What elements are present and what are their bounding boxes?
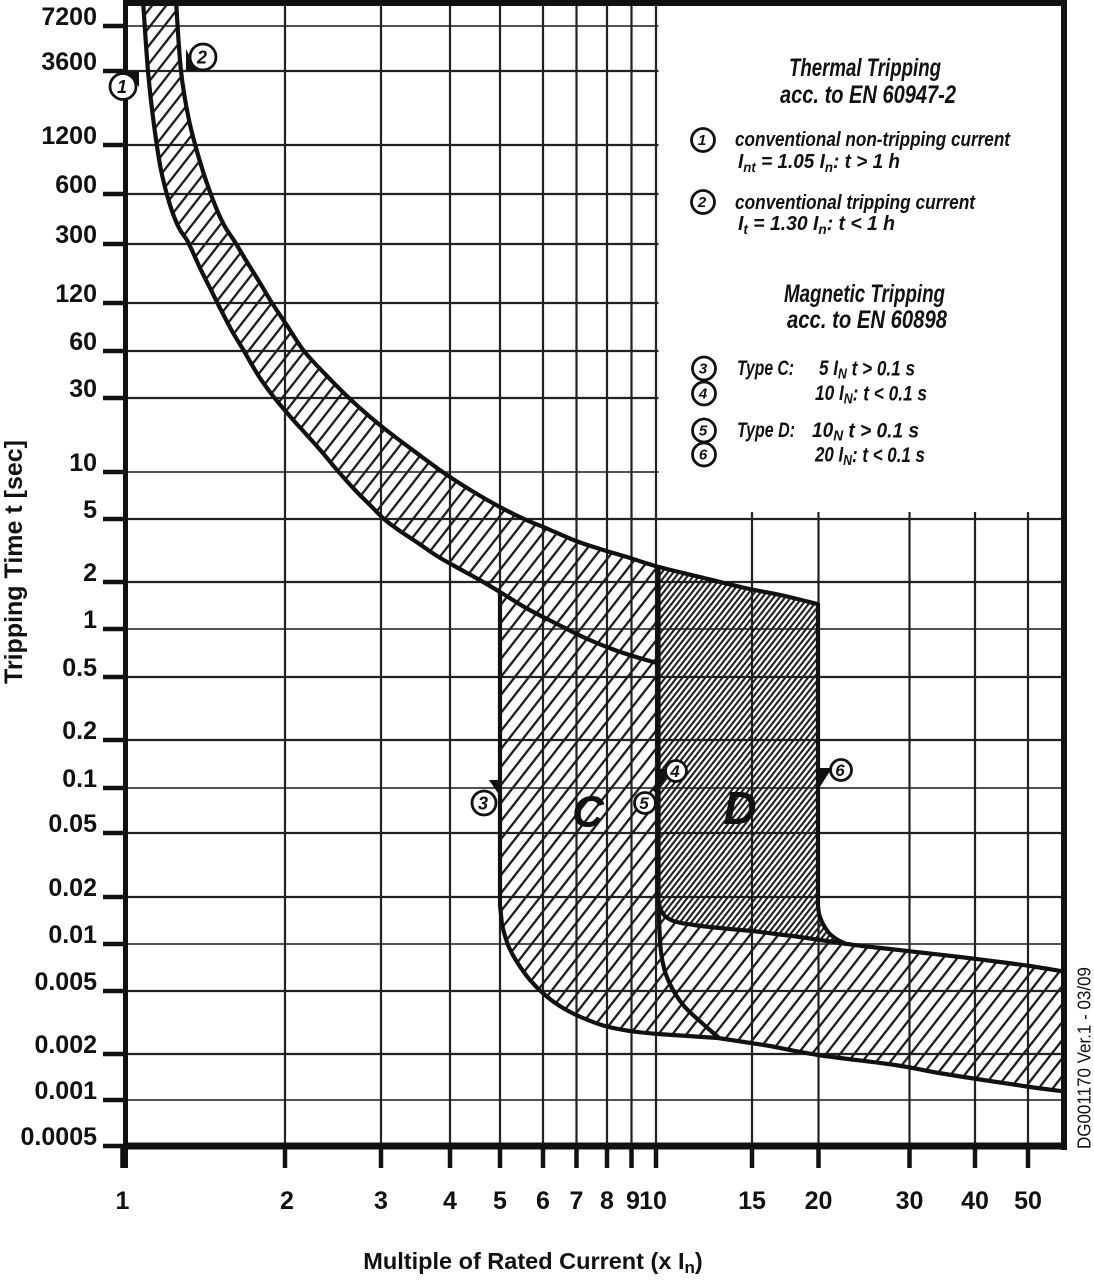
svg-text:0.01: 0.01: [48, 921, 97, 949]
svg-text:3: 3: [699, 361, 708, 378]
svg-text:4: 4: [669, 762, 680, 781]
svg-text:1200: 1200: [41, 122, 97, 150]
svg-text:acc. to EN 60947-2: acc. to EN 60947-2: [780, 81, 956, 109]
svg-text:600: 600: [55, 171, 97, 199]
svg-text:2: 2: [196, 48, 207, 68]
svg-text:Magnetic Tripping: Magnetic Tripping: [784, 280, 945, 308]
svg-text:conventional non-tripping curr: conventional non-tripping current: [735, 129, 1011, 151]
svg-text:9: 9: [626, 1187, 640, 1215]
svg-text:10: 10: [639, 1187, 667, 1215]
svg-text:Tripping Time t [sec]: Tripping Time t [sec]: [0, 440, 28, 684]
svg-text:C: C: [572, 788, 605, 837]
svg-text:60: 60: [69, 328, 97, 356]
svg-text:0.05: 0.05: [48, 810, 97, 838]
svg-text:D: D: [723, 782, 756, 834]
svg-text:5: 5: [639, 794, 649, 813]
svg-text:4: 4: [698, 386, 708, 403]
svg-text:30: 30: [69, 375, 97, 403]
svg-text:1: 1: [83, 606, 97, 634]
svg-text:5: 5: [699, 423, 708, 440]
svg-text:DG001170 Ver.1 - 03/09: DG001170 Ver.1 - 03/09: [1074, 967, 1094, 1149]
svg-text:0.02: 0.02: [48, 874, 97, 902]
svg-text:6: 6: [536, 1187, 550, 1215]
svg-text:10N t > 0.1 s: 10N t > 0.1 s: [812, 419, 919, 444]
svg-text:0.5: 0.5: [62, 654, 97, 682]
svg-text:acc. to EN 60898: acc. to EN 60898: [787, 306, 947, 334]
svg-text:2: 2: [697, 194, 707, 211]
svg-text:2: 2: [83, 559, 97, 587]
svg-text:10 IN: t < 0.1 s: 10 IN: t < 0.1 s: [815, 382, 927, 407]
svg-text:300: 300: [55, 221, 97, 249]
svg-text:0.1: 0.1: [62, 765, 97, 793]
svg-text:5: 5: [83, 496, 97, 524]
svg-text:Thermal Tripping: Thermal Tripping: [789, 54, 941, 82]
svg-text:0.005: 0.005: [34, 968, 97, 996]
svg-text:120: 120: [55, 280, 97, 308]
svg-text:6: 6: [835, 761, 845, 780]
svg-text:Int = 1.05 In: t > 1 h: Int = 1.05 In: t > 1 h: [738, 151, 900, 175]
svg-text:8: 8: [600, 1187, 614, 1215]
svg-text:Type D:: Type D:: [737, 419, 795, 442]
svg-text:0.002: 0.002: [34, 1031, 97, 1059]
svg-text:1: 1: [116, 1187, 130, 1215]
svg-text:3: 3: [478, 794, 488, 814]
svg-text:conventional tripping current: conventional tripping current: [735, 192, 976, 214]
svg-text:5 IN t > 0.1 s: 5 IN t > 0.1 s: [819, 357, 915, 382]
svg-text:7200: 7200: [41, 3, 97, 31]
svg-text:2: 2: [280, 1187, 294, 1215]
svg-text:7: 7: [570, 1187, 584, 1215]
svg-text:3: 3: [374, 1187, 388, 1215]
svg-text:4: 4: [443, 1187, 457, 1215]
svg-text:30: 30: [896, 1187, 924, 1215]
svg-text:6: 6: [699, 447, 708, 464]
svg-text:0.001: 0.001: [34, 1077, 97, 1105]
svg-text:It = 1.30 In: t < 1 h: It = 1.30 In: t < 1 h: [738, 213, 895, 237]
svg-text:0.2: 0.2: [62, 717, 97, 745]
svg-text:20: 20: [805, 1187, 833, 1215]
svg-text:0.0005: 0.0005: [21, 1123, 98, 1151]
svg-text:15: 15: [738, 1187, 766, 1215]
svg-text:10: 10: [69, 449, 97, 477]
svg-text:40: 40: [961, 1187, 989, 1215]
svg-text:20 IN: t < 0.1 s: 20 IN: t < 0.1 s: [814, 444, 925, 469]
svg-text:Type C:: Type C:: [737, 357, 794, 380]
svg-text:Multiple of Rated Current (x I: Multiple of Rated Current (x In): [363, 1248, 702, 1277]
svg-text:1: 1: [117, 77, 127, 97]
svg-text:50: 50: [1014, 1187, 1042, 1215]
svg-text:1: 1: [698, 132, 706, 149]
svg-text:3600: 3600: [41, 48, 97, 76]
svg-text:5: 5: [493, 1187, 507, 1215]
